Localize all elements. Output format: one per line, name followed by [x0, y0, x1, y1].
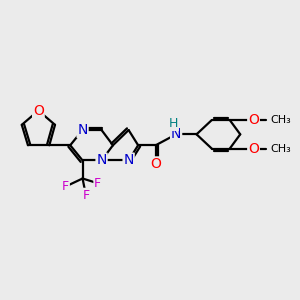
Text: O: O	[33, 103, 44, 118]
Text: N: N	[77, 123, 88, 137]
Text: CH₃: CH₃	[270, 115, 291, 125]
Text: N: N	[171, 127, 181, 141]
Text: N: N	[96, 153, 107, 167]
Text: H: H	[169, 117, 178, 130]
Text: O: O	[248, 142, 259, 156]
Text: O: O	[248, 113, 259, 127]
Text: F: F	[94, 177, 101, 190]
Text: O: O	[150, 157, 161, 171]
Text: F: F	[82, 189, 89, 202]
Text: CH₃: CH₃	[270, 144, 291, 154]
Text: N: N	[123, 153, 134, 167]
Text: F: F	[62, 180, 69, 193]
